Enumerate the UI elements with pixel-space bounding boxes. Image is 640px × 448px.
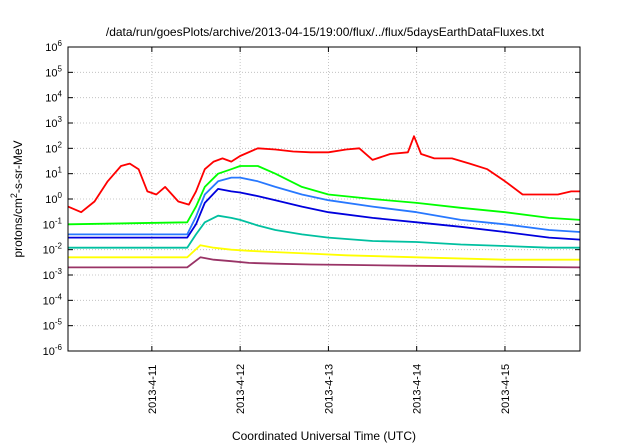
axis-ticks: 10-6 10-5 10-4 10-3 10-2 10-1 100 101 102 103 104 1… [43,39,580,414]
x-tick-label: 2013-4-15 [500,364,512,414]
chart-title: /data/run/goesPlots/archive/2013-04-15/1… [106,25,545,39]
x-axis-label: Coordinated Universal Time (UTC) [232,429,416,443]
series-line-5 [68,214,580,249]
series-line-7 [68,256,581,269]
y-tick-label: 100 [45,191,62,206]
series-line-2 [67,165,581,226]
y-tick-label: 10-1 [43,216,63,231]
y-tick-label: 105 [45,64,62,79]
y-tick-label: 101 [45,166,62,181]
series-line-4 [68,187,581,241]
y-tick-label: 10-5 [43,318,63,333]
y-tick-label: 10-4 [43,292,63,307]
x-tick-label: 2013-4-14 [412,364,424,414]
x-tick-label: 2013-4-12 [235,364,247,414]
y-tick-label: 104 [45,90,62,105]
y-tick-label: 10-6 [43,343,63,358]
y-tick-label: 103 [45,115,62,130]
y-tick-label: 106 [45,39,62,54]
x-tick-label: 2013-4-13 [323,364,335,414]
series-line-1 [67,135,580,214]
y-tick-label: 10-3 [43,267,63,282]
y-tick-label: 10-2 [43,242,63,257]
y-tick-label: 102 [45,140,62,155]
series-line-6 [68,244,580,261]
series-group [67,135,581,269]
series-line-3 [68,176,581,236]
plot-frame [67,46,581,352]
x-tick-label: 2013-4-11 [147,365,159,414]
y-axis-label: protons/cm2-s-sr-MeV [9,140,25,257]
